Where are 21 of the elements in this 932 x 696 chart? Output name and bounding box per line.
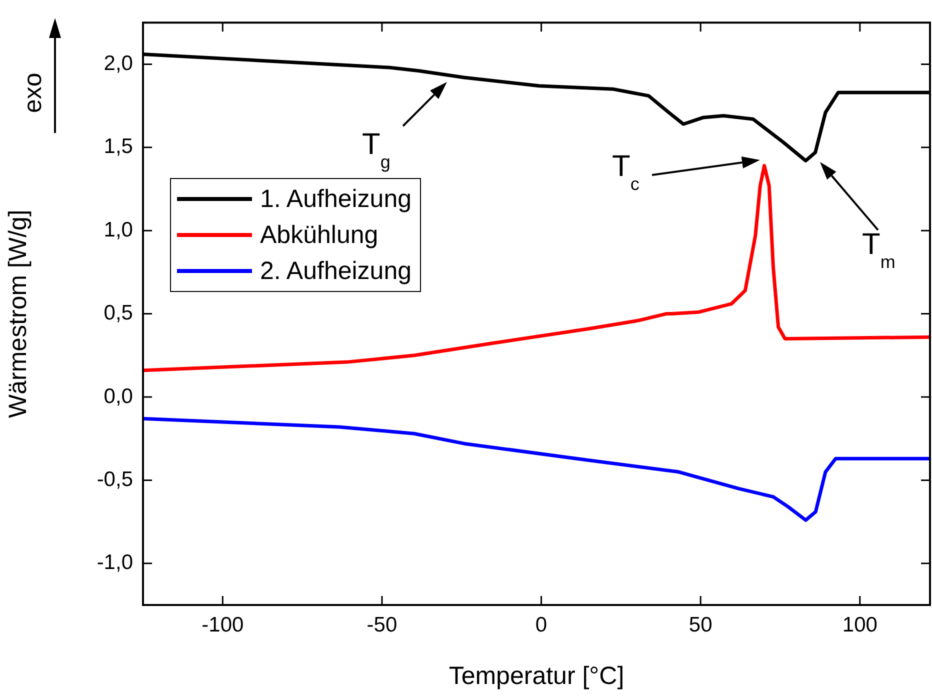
y-tick-label: -1,0 [96, 551, 133, 574]
y-tick-label: -0,5 [96, 468, 133, 491]
x-tick-label: -100 [202, 613, 244, 636]
x-tick-label: 50 [688, 613, 712, 636]
annotation: T$_{c}$ [612, 150, 640, 196]
legend-label: 2. Aufheizung [260, 256, 412, 287]
annotation: T$_{g}$ [362, 128, 390, 174]
y-tick-label: 2,0 [104, 52, 133, 75]
y-tick-label: 0,5 [104, 302, 133, 325]
x-tick-label: 0 [535, 613, 548, 636]
legend-label: Abkühlung [260, 220, 378, 251]
y-tick-label: 1,0 [104, 218, 133, 242]
x-tick-label: 100 [842, 613, 878, 636]
annotation: T$_{m}$ [862, 228, 896, 274]
y-tick-label: 0,0 [104, 384, 133, 408]
text: exo [18, 72, 48, 113]
legend-label: 1. Aufheizung [260, 184, 412, 215]
x-tick-label: -50 [366, 613, 398, 636]
y-axis-title: Wärmestrom [W/g] [4, 210, 32, 418]
x-axis-title: Temperatur [°C] [448, 662, 624, 690]
y-tick-label: 1,5 [104, 135, 133, 158]
